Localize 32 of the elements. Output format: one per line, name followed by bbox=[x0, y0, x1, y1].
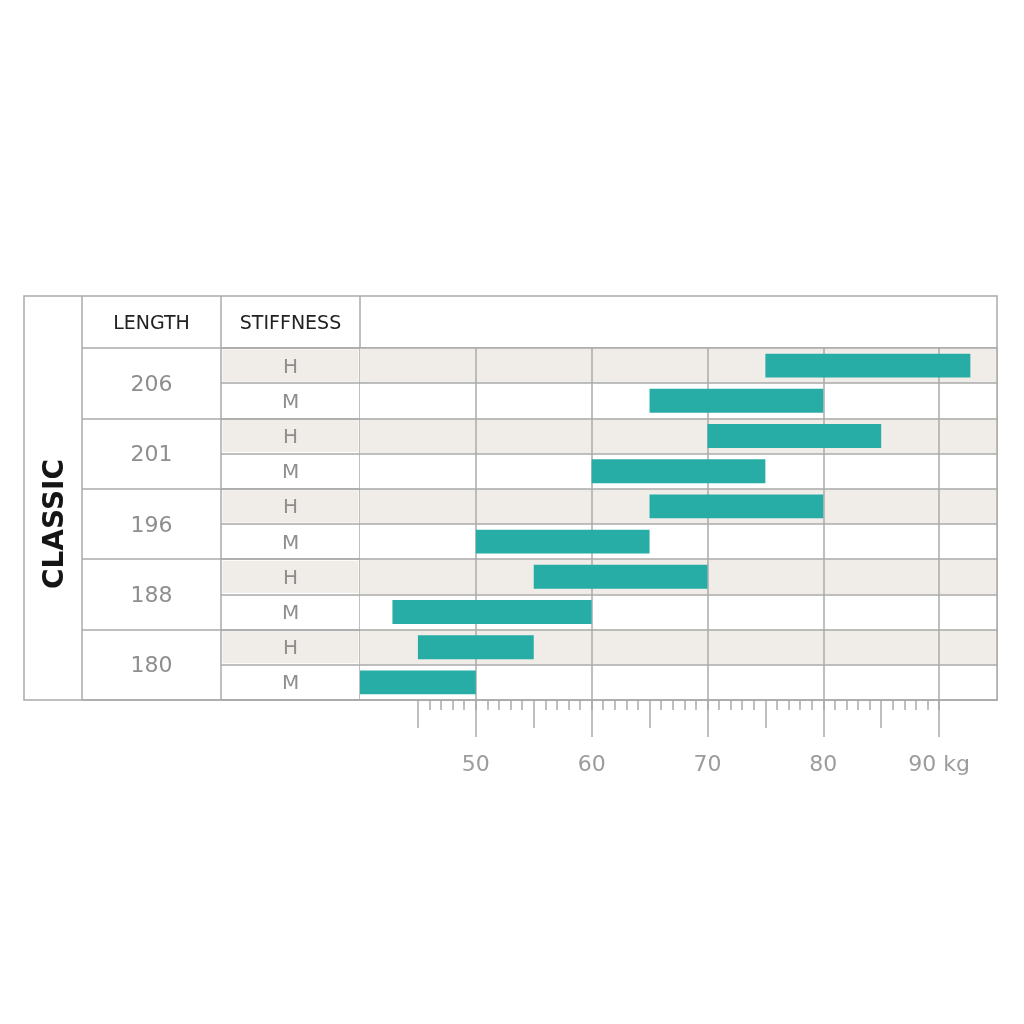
bar bbox=[649, 388, 824, 413]
y-tick-label: H bbox=[282, 494, 299, 519]
bar bbox=[649, 494, 824, 519]
y-tick-label: M bbox=[281, 459, 300, 484]
y-tick-label: M bbox=[281, 529, 300, 554]
x-tick-label: 90 kg bbox=[908, 750, 970, 776]
text: 180 bbox=[130, 652, 173, 678]
y-tick-label: M bbox=[281, 670, 300, 695]
bar bbox=[392, 600, 592, 624]
bar bbox=[475, 529, 650, 554]
y-tick-label: H bbox=[282, 564, 299, 589]
text: CLASSIC bbox=[36, 458, 70, 590]
text: LENGTH bbox=[113, 311, 190, 333]
x-tick-label: 50 bbox=[461, 750, 490, 776]
text: 206 bbox=[130, 370, 173, 396]
y-tick-label: M bbox=[281, 600, 300, 624]
bar bbox=[417, 635, 534, 660]
x-tick-label: 70 bbox=[693, 750, 722, 776]
x-tick-label: 60 bbox=[577, 750, 606, 776]
y-tick-label: H bbox=[282, 353, 299, 378]
text: STIFFNESS bbox=[239, 311, 342, 333]
y-tick-label: M bbox=[281, 388, 300, 413]
y-tick-label: H bbox=[282, 424, 299, 448]
text: 196 bbox=[130, 511, 173, 537]
bar bbox=[707, 424, 882, 448]
bar bbox=[533, 564, 708, 589]
x-tick-label: 80 bbox=[809, 750, 838, 776]
bar bbox=[591, 459, 766, 484]
text: 188 bbox=[130, 581, 173, 607]
bar bbox=[765, 353, 971, 378]
y-tick-label: H bbox=[282, 635, 299, 660]
text: 201 bbox=[130, 441, 173, 467]
